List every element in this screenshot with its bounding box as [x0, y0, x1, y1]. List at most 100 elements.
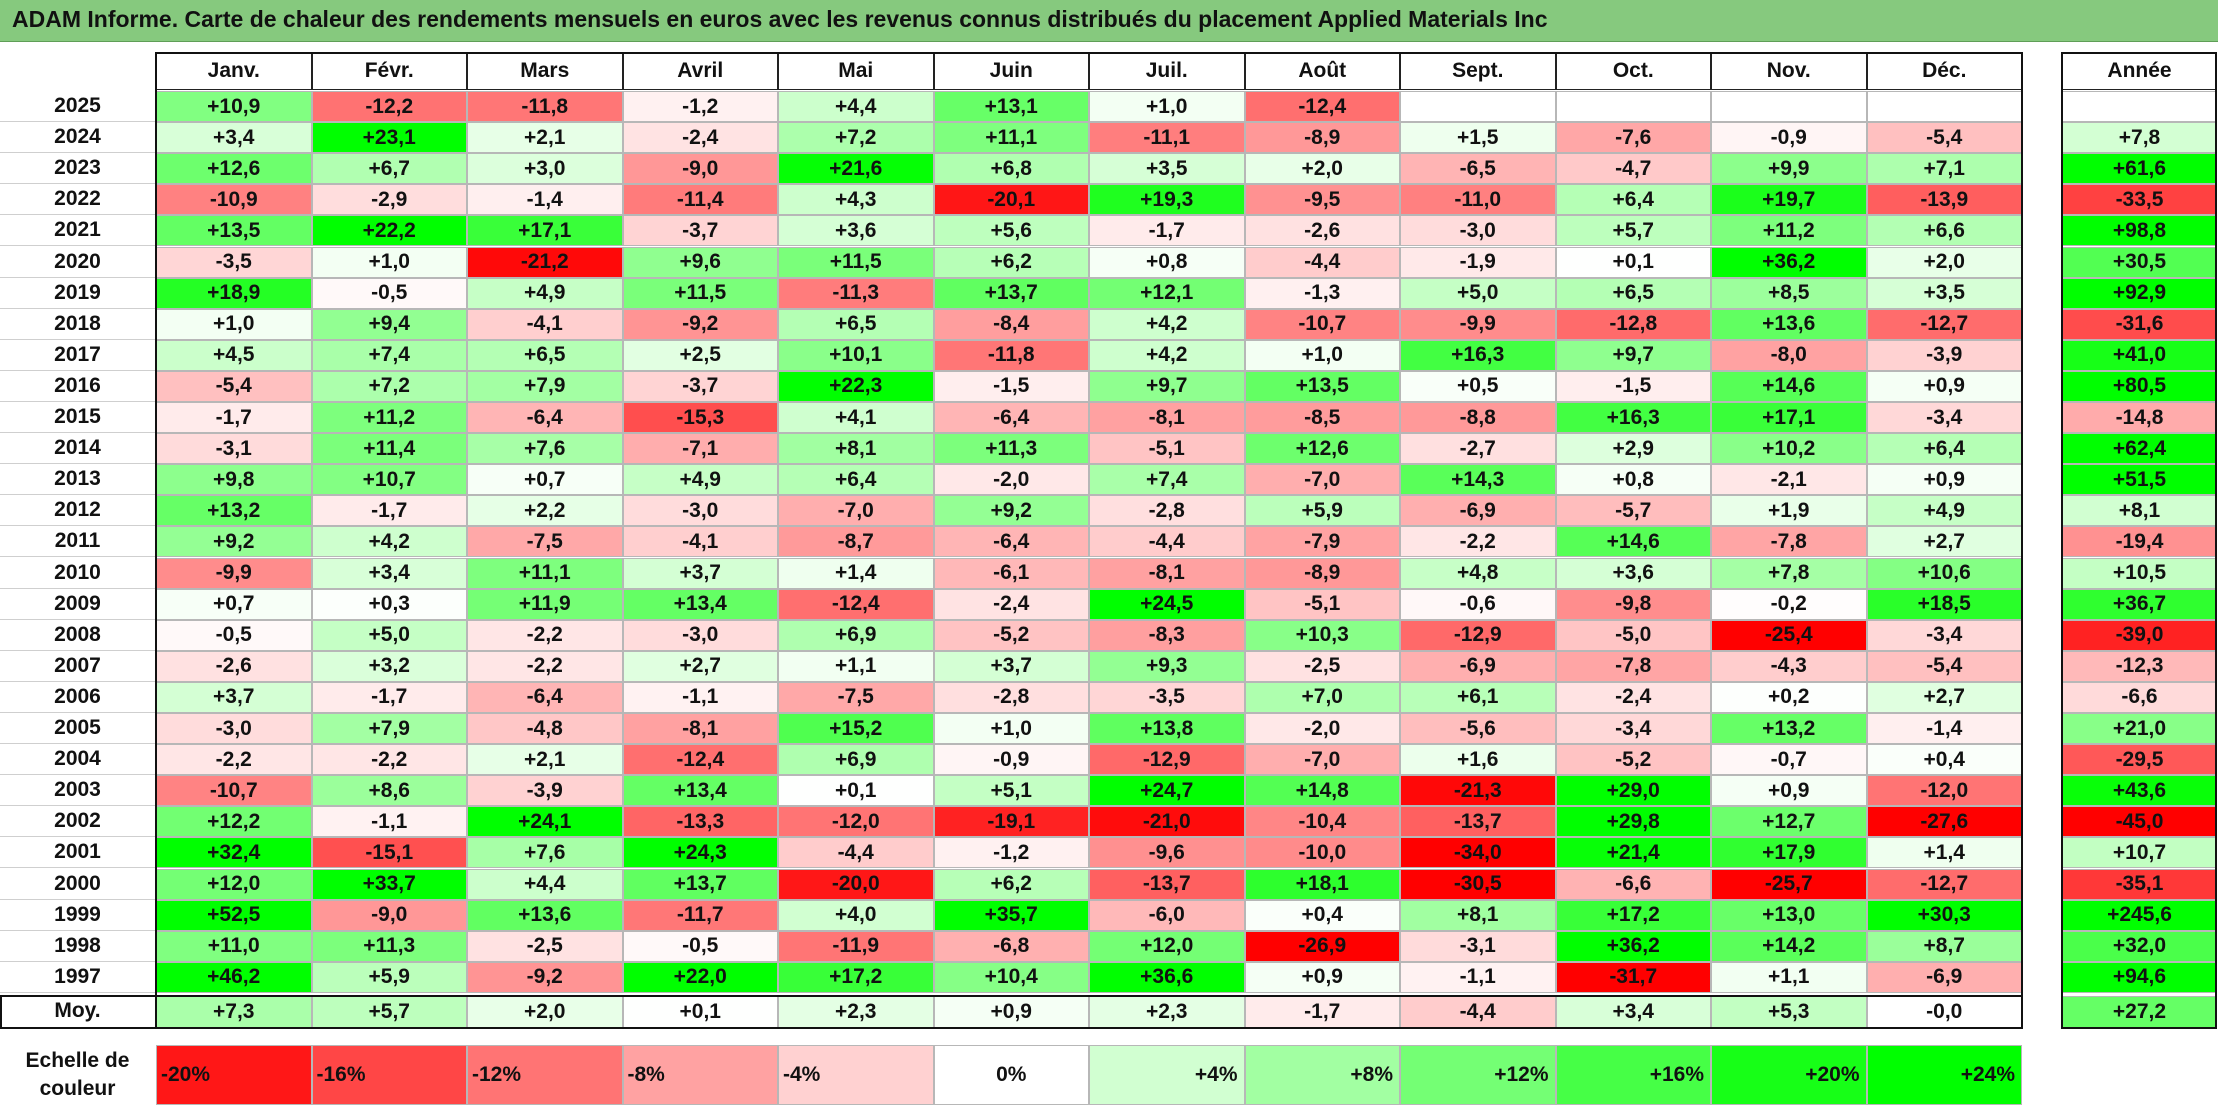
color-scale-swatch: -4% — [778, 1045, 934, 1105]
heatmap-cell: +0,1 — [778, 775, 934, 807]
heatmap-cell: +10,6 — [1866, 557, 2022, 589]
heatmap-cell: -1,9 — [1400, 246, 1556, 278]
heatmap-cell: +13,6 — [467, 899, 623, 931]
heatmap-cell: -1,4 — [1866, 713, 2022, 745]
heatmap-cell: +11,5 — [622, 277, 778, 309]
heatmap-cell: -8,7 — [778, 526, 934, 558]
heatmap-cell: +14,3 — [1400, 464, 1556, 496]
year-label: 2020 — [0, 246, 155, 278]
year-label: 2025 — [0, 91, 155, 123]
heatmap-cell: +7,9 — [467, 370, 623, 402]
heatmap-cell: -9,2 — [622, 308, 778, 340]
heatmap-cell: +7,8 — [1711, 557, 1867, 589]
heatmap-cell: +7,4 — [311, 339, 467, 371]
heatmap-cell: -2,4 — [1555, 681, 1711, 713]
heatmap-cell: -2,4 — [933, 588, 1089, 620]
heatmap-cell: +6,5 — [1555, 277, 1711, 309]
annual-cell: -14,8 — [2062, 402, 2217, 434]
annual-cell: -39,0 — [2062, 619, 2217, 651]
heatmap-cell: +11,2 — [311, 402, 467, 434]
heatmap-cell: +13,1 — [933, 91, 1089, 123]
heatmap-cell: +10,9 — [156, 91, 312, 123]
heatmap-cell: +4,4 — [467, 868, 623, 900]
heatmap-cell: +29,8 — [1555, 806, 1711, 838]
page-title: ADAM Informe. Carte de chaleur des rende… — [12, 6, 1548, 32]
heatmap-cell: +10,7 — [311, 464, 467, 496]
heatmap-cell: +4,9 — [1866, 495, 2022, 527]
month-header: Févr. — [311, 52, 467, 90]
heatmap-cell: -27,6 — [1866, 806, 2022, 838]
year-label: 2004 — [0, 744, 155, 776]
heatmap-cell: -2,8 — [1089, 495, 1245, 527]
year-label: 2019 — [0, 277, 155, 309]
heatmap-cell: +11,2 — [1711, 215, 1867, 247]
heatmap-cell: -5,2 — [1555, 744, 1711, 776]
heatmap-cell: -3,1 — [1400, 930, 1556, 962]
average-cell: +5,3 — [1711, 995, 1867, 1028]
heatmap-cell: -31,7 — [1555, 961, 1711, 993]
annual-cell: -29,5 — [2062, 744, 2217, 776]
annual-cell: -35,1 — [2062, 868, 2217, 900]
heatmap-cell: +4,8 — [1400, 557, 1556, 589]
heatmap-cell: +12,2 — [156, 806, 312, 838]
heatmap-cell: +13,6 — [1711, 308, 1867, 340]
heatmap-cell: +24,7 — [1089, 775, 1245, 807]
heatmap-cell: -4,3 — [1711, 650, 1867, 682]
heatmap-cell: +2,2 — [467, 495, 623, 527]
heatmap-cell: -9,0 — [311, 899, 467, 931]
average-cell: -0,0 — [1866, 995, 2022, 1028]
heatmap-cell: +5,9 — [311, 961, 467, 993]
heatmap-cell: -7,0 — [1244, 464, 1400, 496]
heatmap-cell: +0,4 — [1244, 899, 1400, 931]
heatmap-cell: -5,0 — [1555, 619, 1711, 651]
heatmap-cell: +11,4 — [311, 433, 467, 465]
heatmap-cell: +14,2 — [1711, 930, 1867, 962]
heatmap-cell: +3,2 — [311, 650, 467, 682]
heatmap-cell: -11,3 — [778, 277, 934, 309]
annual-cell: +62,4 — [2062, 433, 2217, 465]
heatmap-cell: -1,7 — [1089, 215, 1245, 247]
heatmap-cell: +2,9 — [1555, 433, 1711, 465]
heatmap-cell: +3,0 — [467, 153, 623, 185]
heatmap-cell: +5,0 — [311, 619, 467, 651]
annual-cell: -6,6 — [2062, 681, 2217, 713]
heatmap-cell: -7,0 — [1244, 744, 1400, 776]
heatmap-cell: -20,0 — [778, 868, 934, 900]
color-scale-swatch: +16% — [1555, 1045, 1711, 1105]
heatmap-cell: -26,9 — [1244, 930, 1400, 962]
heatmap-cell: -15,1 — [311, 837, 467, 869]
heatmap-cell: +19,3 — [1089, 184, 1245, 216]
heatmap-cell: -3,9 — [1866, 339, 2022, 371]
heatmap-cell: -5,4 — [156, 370, 312, 402]
color-scale-swatch: +20% — [1711, 1045, 1867, 1105]
year-label: 2012 — [0, 495, 155, 527]
heatmap-cell: +3,7 — [933, 650, 1089, 682]
average-cell: +7,3 — [156, 995, 312, 1028]
heatmap-cell: +1,0 — [1244, 339, 1400, 371]
heatmap-cell: +0,9 — [1866, 464, 2022, 496]
heatmap-cell: +9,4 — [311, 308, 467, 340]
heatmap-cell: +13,0 — [1711, 899, 1867, 931]
heatmap-cell: +12,7 — [1711, 806, 1867, 838]
heatmap-cell: +7,6 — [467, 837, 623, 869]
heatmap-cell: +3,5 — [1866, 277, 2022, 309]
heatmap-cell: -2,0 — [933, 464, 1089, 496]
heatmap-cell: -6,5 — [1400, 153, 1556, 185]
month-header: Sept. — [1400, 52, 1556, 90]
average-cell: +2,3 — [778, 995, 934, 1028]
heatmap-cell: -1,7 — [311, 495, 467, 527]
heatmap-cell: -3,4 — [1555, 713, 1711, 745]
heatmap-cell: -12,8 — [1555, 308, 1711, 340]
heatmap-cell: -13,3 — [622, 806, 778, 838]
heatmap-cell: +4,9 — [622, 464, 778, 496]
heatmap-cell: -9,6 — [1089, 837, 1245, 869]
heatmap-cell: -0,2 — [1711, 588, 1867, 620]
heatmap-cell: -3,9 — [467, 775, 623, 807]
color-scale-swatch: -12% — [467, 1045, 623, 1105]
heatmap-cell: -20,1 — [933, 184, 1089, 216]
color-scale-label: Echelle de couleur — [25, 1049, 130, 1100]
heatmap-cell: -1,3 — [1244, 277, 1400, 309]
color-scale-swatch: -16% — [311, 1045, 467, 1105]
heatmap-cell: -11,0 — [1400, 184, 1556, 216]
heatmap-cell: +17,1 — [1711, 402, 1867, 434]
